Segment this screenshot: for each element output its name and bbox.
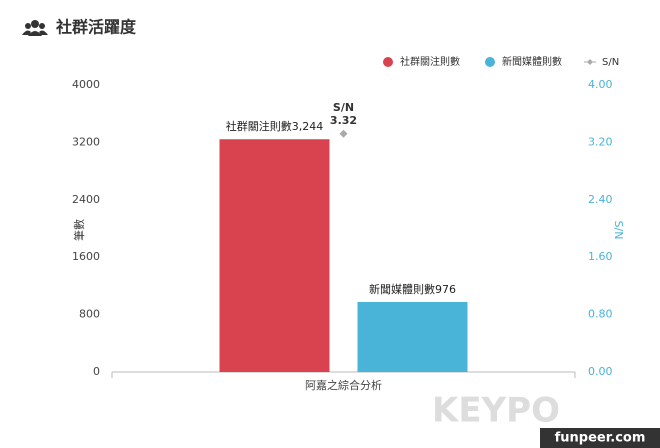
watermark: KEYPO bbox=[432, 391, 560, 431]
sn-point bbox=[339, 129, 348, 138]
y2-tick-label: 3.20 bbox=[588, 135, 613, 148]
y-tick-label: 1600 bbox=[72, 250, 100, 263]
y2-tick-label: 1.60 bbox=[588, 250, 613, 263]
legend-label: 社群關注則數 bbox=[400, 55, 460, 68]
y-tick-label: 2400 bbox=[72, 193, 100, 206]
bar bbox=[219, 139, 330, 372]
y2-tick-label: 4.00 bbox=[588, 78, 613, 91]
y2-axis-label: S/N bbox=[612, 221, 625, 240]
y2-tick-label: 0.00 bbox=[588, 365, 613, 378]
x-tick-label: 阿嘉之綜合分析 bbox=[305, 378, 382, 392]
bar bbox=[357, 301, 468, 372]
y-tick-label: 0 bbox=[93, 365, 100, 378]
title-icon bbox=[22, 20, 48, 36]
watermark: funpeer.com bbox=[555, 431, 646, 446]
y-axis-label: 筆數 bbox=[72, 219, 86, 241]
data-label: 3.32 bbox=[330, 114, 357, 127]
watermark-bg bbox=[540, 428, 660, 448]
y2-tick-label: 2.40 bbox=[588, 193, 613, 206]
y-tick-label: 800 bbox=[79, 308, 100, 321]
y-tick-label: 4000 bbox=[72, 78, 100, 91]
y2-tick-label: 0.80 bbox=[588, 308, 613, 321]
chart-title: 社群活躍度 bbox=[55, 18, 137, 37]
legend-label: S/N bbox=[602, 57, 619, 68]
data-label: 新聞媒體則數976 bbox=[369, 282, 456, 296]
data-label: 社群關注則數3,244 bbox=[226, 119, 324, 133]
y-tick-label: 3200 bbox=[72, 135, 100, 148]
legend-marker bbox=[587, 59, 593, 65]
legend-marker bbox=[383, 57, 393, 67]
legend-marker bbox=[485, 57, 495, 67]
data-label: S/N bbox=[333, 101, 354, 114]
legend-label: 新聞媒體則數 bbox=[502, 55, 562, 68]
